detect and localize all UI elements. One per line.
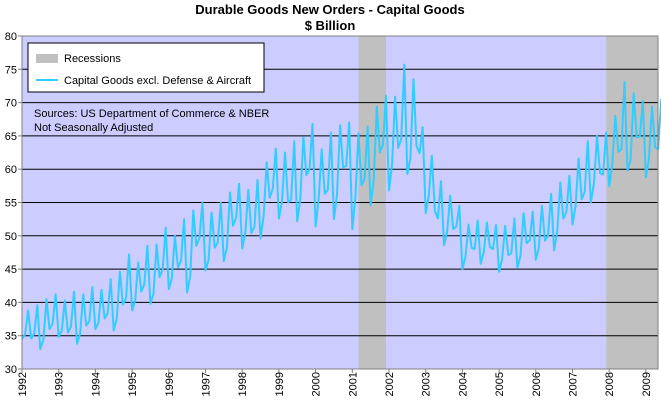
- y-tick-label: 40: [5, 297, 17, 309]
- x-tick-label: 1995: [127, 372, 139, 396]
- y-tick-label: 75: [5, 64, 17, 76]
- x-tick-label: 1992: [17, 372, 29, 396]
- y-tick-label: 60: [5, 164, 17, 176]
- legend-box: [27, 42, 265, 93]
- y-tick-label: 45: [5, 264, 17, 276]
- x-tick-label: 1996: [164, 372, 176, 396]
- series-lines: [21, 63, 661, 350]
- y-tick-label: 55: [5, 198, 17, 210]
- x-tick-label: 2006: [531, 372, 543, 396]
- x-tick-label: 1997: [200, 372, 212, 396]
- x-tick-label: 1999: [274, 372, 286, 396]
- y-tick-label: 50: [5, 231, 17, 243]
- y-tick-label: 70: [5, 98, 17, 110]
- annotation-sources: Sources: US Department of Commerce & NBE…: [34, 108, 269, 120]
- legend: Recessions Capital Goods excl. Defense &…: [27, 42, 265, 93]
- legend-swatch-recessions: [36, 54, 58, 63]
- x-tick-label: 2008: [604, 372, 616, 396]
- y-tick-label: 30: [5, 364, 17, 376]
- x-tick-label: 2000: [311, 372, 323, 396]
- annotation-adjustment: Not Seasonally Adjusted: [34, 122, 153, 134]
- x-tick-label: 1993: [54, 372, 66, 396]
- y-tick-label: 80: [5, 31, 17, 43]
- y-axis: 30 35 40 45 50 55 60 65 70 75 80: [5, 31, 22, 376]
- legend-label-capital-goods: Capital Goods excl. Defense & Aircraft: [64, 75, 251, 87]
- legend-label-recessions: Recessions: [64, 53, 121, 65]
- x-tick-label: 1998: [237, 372, 249, 396]
- y-tick-label: 35: [5, 331, 17, 343]
- chart-subtitle: $ Billion: [305, 18, 356, 33]
- x-tick-label: 2005: [494, 372, 506, 396]
- chart-title: Durable Goods New Orders - Capital Goods: [195, 2, 464, 17]
- x-axis: 1992 1993 1994 1995 1996 1997 1998 1999 2000 2001…: [17, 369, 653, 396]
- x-tick-label: 1994: [90, 372, 102, 396]
- x-tick-label: 2009: [641, 372, 653, 396]
- x-tick-label: 2007: [567, 372, 579, 396]
- y-tick-label: 65: [5, 131, 17, 143]
- x-tick-label: 2004: [457, 372, 469, 396]
- x-tick-label: 2002: [384, 372, 396, 396]
- series-line-capital-goods: [21, 63, 661, 350]
- x-tick-label: 2003: [421, 372, 433, 396]
- x-tick-label: 2001: [347, 372, 359, 396]
